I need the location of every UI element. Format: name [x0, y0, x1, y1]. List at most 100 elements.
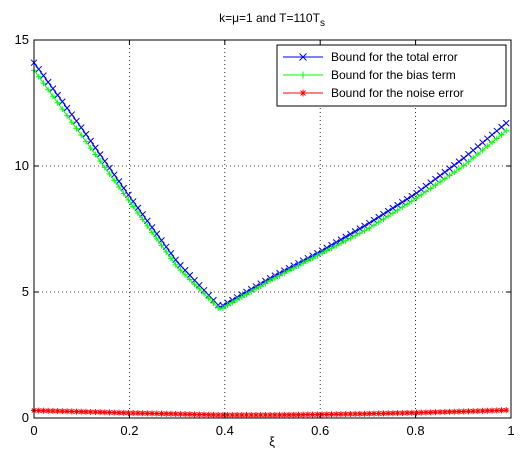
- data-point: [238, 294, 245, 301]
- data-point: [436, 172, 444, 179]
- marker-stroke: [45, 408, 51, 414]
- y-tick-labels: 0 5 10 15: [15, 32, 29, 425]
- marker-stroke: [192, 411, 198, 417]
- data-point: [182, 271, 189, 278]
- marker-stroke: [403, 195, 411, 203]
- data-point: [342, 237, 349, 244]
- marker-stroke: [244, 412, 249, 418]
- data-point: [446, 172, 453, 179]
- x-tick-label: 0.8: [407, 423, 425, 438]
- marker-stroke: [389, 204, 397, 212]
- marker-stroke: [68, 111, 76, 118]
- data-point: [371, 410, 378, 417]
- marker-stroke: [74, 409, 79, 415]
- legend-label: Bound for the total error: [331, 50, 458, 64]
- marker-stroke: [427, 179, 435, 186]
- data-point: [484, 143, 491, 150]
- series-layer: [30, 59, 510, 418]
- data-point: [474, 151, 481, 158]
- data-point: [465, 408, 472, 415]
- marker-stroke: [337, 236, 345, 243]
- data-point: [309, 255, 316, 262]
- data-point: [286, 267, 293, 274]
- data-point: [243, 411, 250, 418]
- data-point: [493, 135, 500, 142]
- data-point: [375, 219, 382, 226]
- marker-stroke: [333, 411, 339, 417]
- marker-stroke: [173, 411, 179, 417]
- data-point: [361, 410, 368, 417]
- data-point: [40, 72, 47, 80]
- chart-title: k=μ=1 and T=110Ts: [219, 11, 325, 29]
- marker-stroke: [97, 409, 103, 415]
- data-point: [281, 270, 288, 277]
- marker-stroke: [376, 411, 382, 416]
- marker-stroke: [324, 411, 330, 417]
- data-point: [418, 191, 425, 198]
- data-point: [97, 409, 104, 416]
- data-point: [215, 411, 222, 418]
- marker-stroke: [295, 412, 301, 418]
- marker-stroke: [422, 182, 430, 190]
- data-point: [262, 280, 269, 287]
- data-point: [441, 175, 448, 182]
- marker-stroke: [78, 409, 84, 415]
- legend-marker: [299, 53, 307, 61]
- marker-stroke: [347, 230, 354, 238]
- data-point: [252, 285, 259, 292]
- x-tick-label: 0.2: [120, 423, 138, 438]
- y-tick-label: 10: [15, 158, 29, 173]
- data-point: [87, 408, 94, 415]
- marker-stroke: [447, 409, 453, 415]
- marker-stroke: [484, 408, 490, 414]
- data-point: [323, 247, 330, 254]
- data-point: [73, 117, 80, 125]
- data-point: [413, 195, 420, 202]
- marker-stroke: [413, 189, 420, 197]
- marker-stroke: [310, 412, 316, 418]
- marker-stroke: [385, 410, 391, 416]
- marker-stroke: [362, 411, 368, 417]
- data-point: [380, 410, 387, 417]
- data-point: [498, 407, 505, 414]
- series-3: [31, 407, 510, 418]
- data-point: [87, 145, 94, 152]
- data-point: [134, 209, 141, 216]
- marker-stroke: [409, 410, 415, 416]
- marker-stroke: [210, 412, 216, 418]
- marker-stroke: [272, 412, 278, 418]
- marker-stroke: [163, 411, 169, 417]
- data-point: [333, 242, 340, 249]
- data-point: [73, 125, 80, 132]
- y-tick-label: 5: [22, 284, 29, 299]
- data-point: [375, 410, 382, 417]
- marker-stroke: [314, 412, 320, 417]
- data-point: [186, 276, 193, 283]
- data-point: [479, 139, 486, 146]
- marker-stroke: [357, 411, 363, 417]
- marker-stroke: [225, 412, 231, 418]
- data-point: [427, 185, 434, 192]
- data-point: [323, 411, 330, 418]
- data-point: [92, 144, 99, 152]
- marker-stroke: [461, 408, 467, 414]
- data-point: [92, 409, 99, 416]
- data-point: [470, 408, 477, 415]
- data-point: [432, 175, 439, 183]
- data-point: [257, 411, 264, 418]
- marker-stroke: [423, 409, 429, 415]
- marker-stroke: [215, 412, 221, 418]
- data-point: [489, 407, 496, 414]
- data-point: [366, 225, 373, 232]
- data-point: [347, 235, 354, 242]
- marker-stroke: [480, 408, 486, 414]
- legend-marker: [299, 89, 307, 97]
- marker-stroke: [77, 124, 85, 131]
- data-point: [460, 154, 468, 162]
- data-point: [441, 168, 449, 176]
- x-tick-label: 0.4: [216, 423, 234, 438]
- data-point: [191, 281, 198, 288]
- marker-stroke: [135, 410, 141, 416]
- legend-label: Bound for the noise error: [331, 86, 464, 100]
- data-point: [399, 204, 406, 211]
